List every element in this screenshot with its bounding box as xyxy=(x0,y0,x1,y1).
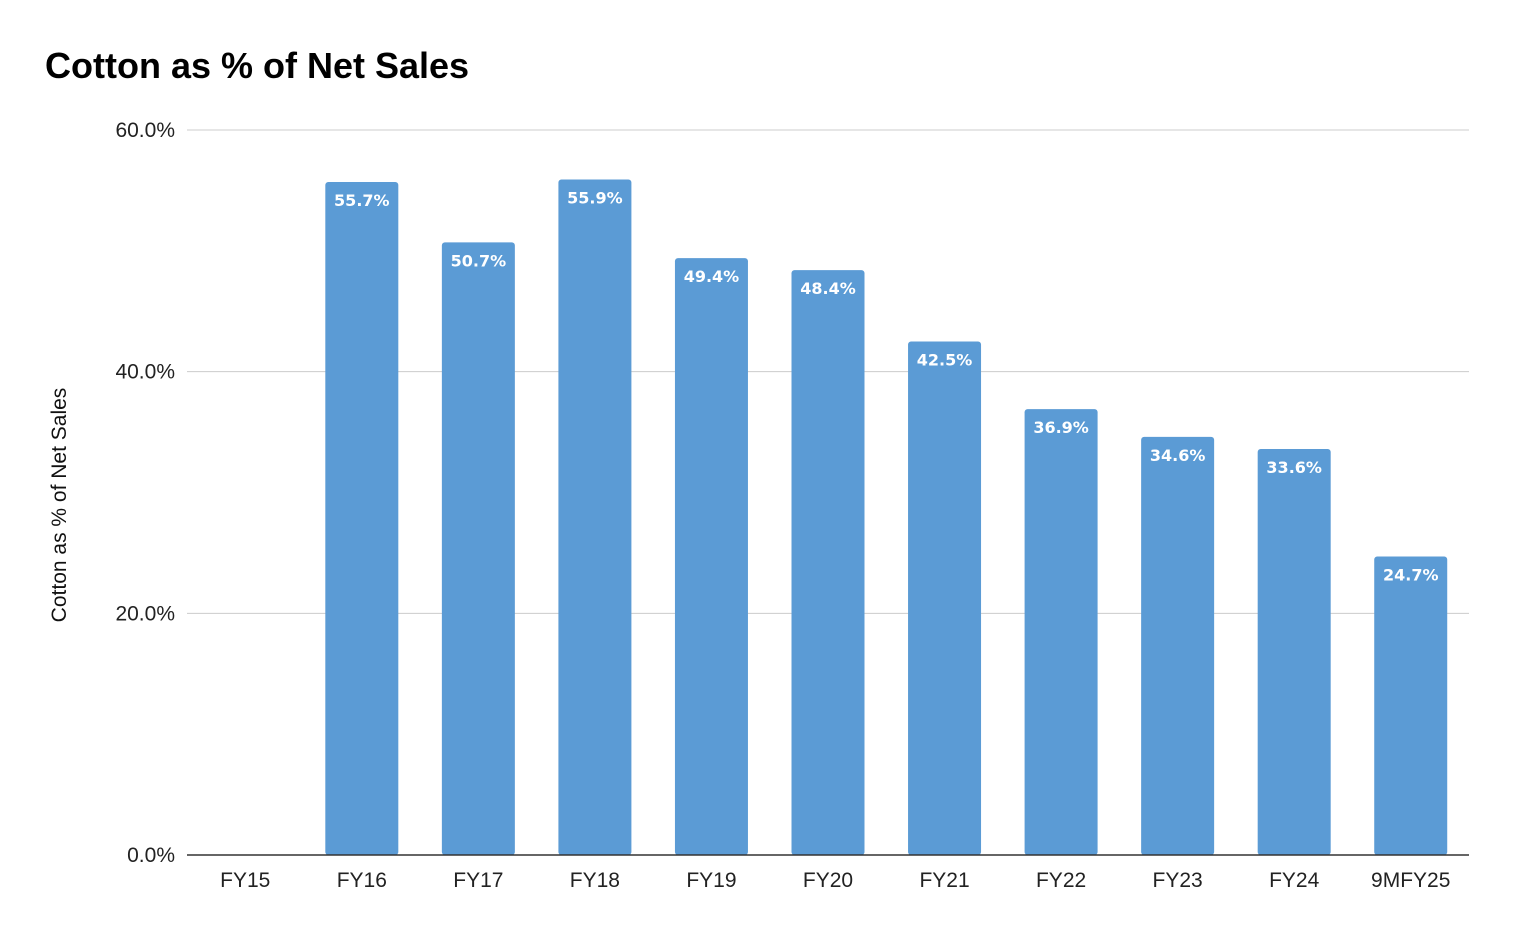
bar-fy17 xyxy=(441,242,515,855)
y-tick-label: 20.0% xyxy=(115,602,175,625)
bar-fy22 xyxy=(1024,409,1098,855)
y-tick-label: 0.0% xyxy=(127,844,175,867)
bar-fy23 xyxy=(1141,436,1215,855)
y-axis-ticks: 0.0% 20.0% 40.0% 60.0% xyxy=(115,119,175,867)
bar-fy20 xyxy=(791,270,865,856)
y-tick-label: 40.0% xyxy=(115,361,175,384)
data-label-9mfy25: 24.7% xyxy=(1383,566,1439,585)
x-tick-label: FY23 xyxy=(1153,869,1203,892)
x-tick-label: FY22 xyxy=(1036,869,1086,892)
chart-title: Cotton as % of Net Sales xyxy=(45,45,469,86)
bar-fy19 xyxy=(674,258,748,855)
x-tick-label: FY17 xyxy=(453,869,503,892)
x-tick-label: 9MFY25 xyxy=(1371,869,1450,892)
data-label-fy22: 36.9% xyxy=(1033,418,1089,437)
x-tick-label: FY24 xyxy=(1269,869,1320,892)
bar-9mfy25 xyxy=(1374,556,1448,855)
x-axis-ticks: FY15 FY16 FY17 FY18 FY19 FY20 FY21 FY22 FY23 FY24… xyxy=(220,869,1450,892)
y-tick-label: 60.0% xyxy=(115,119,175,142)
bar-fy21 xyxy=(908,341,982,855)
bars xyxy=(325,179,1448,856)
x-tick-label: FY21 xyxy=(919,869,969,892)
x-tick-label: FY16 xyxy=(337,869,387,892)
data-label-fy16: 55.7% xyxy=(334,191,390,210)
data-label-fy18: 55.9% xyxy=(567,189,623,208)
data-label-fy23: 34.6% xyxy=(1150,446,1206,465)
x-tick-label: FY18 xyxy=(570,869,620,892)
x-tick-label: FY19 xyxy=(686,869,736,892)
data-label-fy19: 49.4% xyxy=(684,267,740,286)
bar-fy18 xyxy=(558,179,632,855)
y-axis-title: Cotton as % of Net Sales xyxy=(48,388,71,623)
bar-fy16 xyxy=(325,181,399,856)
bar-fy24 xyxy=(1257,449,1331,855)
data-label-fy21: 42.5% xyxy=(917,350,973,369)
x-tick-label: FY15 xyxy=(220,869,270,892)
x-tick-label: FY20 xyxy=(803,869,853,892)
data-label-fy17: 50.7% xyxy=(451,251,507,270)
data-label-fy20: 48.4% xyxy=(800,279,856,298)
data-label-fy24: 33.6% xyxy=(1266,458,1322,477)
data-labels: 55.7% 50.7% 55.9% 49.4% 48.4% 42.5% 36.9% 34.6%… xyxy=(334,189,1438,585)
